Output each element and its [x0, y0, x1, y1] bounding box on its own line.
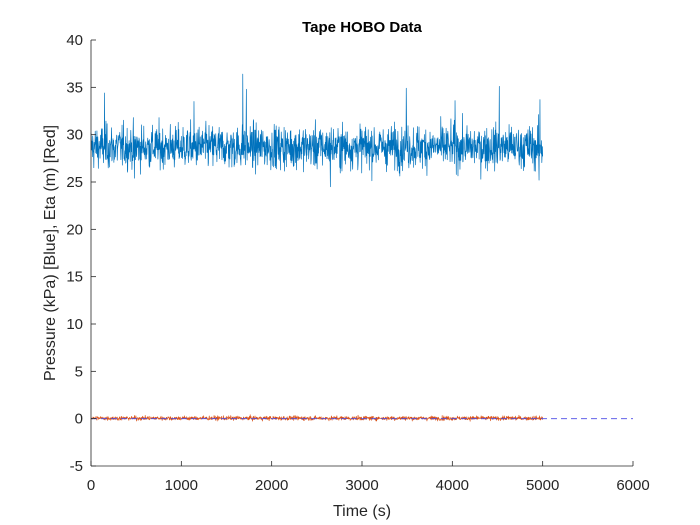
y-tick-label: 30: [66, 127, 83, 144]
x-tick-label: 5000: [526, 477, 559, 494]
y-tick-label: -5: [70, 458, 83, 475]
x-tick-label: 1000: [165, 477, 198, 494]
x-tick-label: 4000: [436, 477, 469, 494]
series-pressure-line: [90, 73, 544, 188]
y-tick-label: 10: [66, 316, 83, 333]
plot-area: [91, 40, 633, 466]
x-tick-label: 2000: [255, 477, 288, 494]
y-tick-label: 40: [66, 32, 83, 49]
chart-title: Tape HOBO Data: [302, 19, 422, 36]
y-tick-label: 15: [66, 269, 83, 286]
y-tick-label: 20: [66, 221, 83, 238]
y-axis-label: Pressure (kPa) [Blue], Eta (m) [Red]: [42, 125, 59, 381]
ticks-layer: 0 1000 2000 3000 4000 5000 6000-50510152025303…: [66, 32, 649, 494]
x-tick-label: 3000: [345, 477, 378, 494]
x-tick-label: 0: [87, 477, 95, 494]
y-tick-label: 35: [66, 79, 83, 96]
x-axis-label: Time (s): [333, 503, 391, 520]
y-tick-label: 25: [66, 174, 83, 191]
y-tick-label: 5: [75, 363, 83, 380]
x-tick-label: 6000: [616, 477, 649, 494]
series-layer: [90, 73, 633, 422]
y-tick-label: 0: [75, 411, 83, 428]
